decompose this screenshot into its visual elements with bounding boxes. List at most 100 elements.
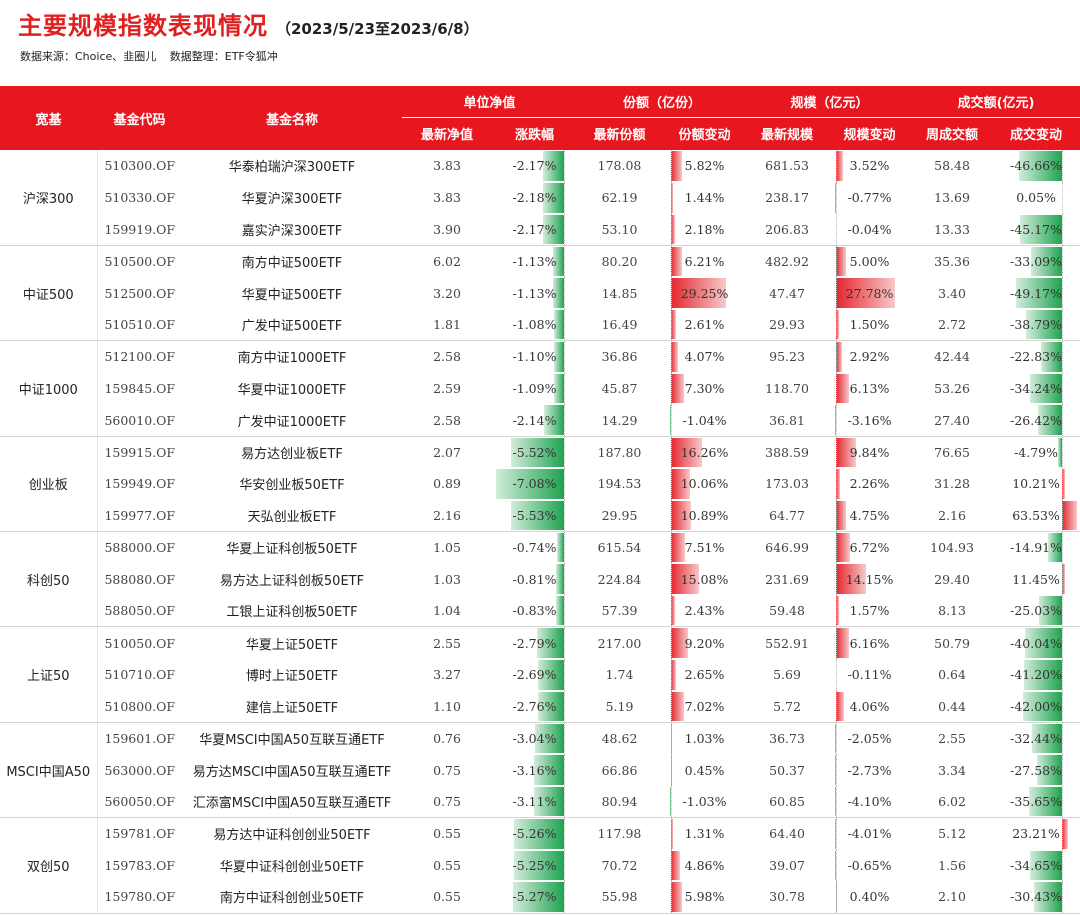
bar-axis [835,181,837,214]
scale-chg-value: -0.04% [847,221,892,237]
scale-latest: 50.37 [769,762,805,778]
negative-bar [543,214,565,244]
nav-latest: 3.90 [402,213,492,246]
bar-axis [835,563,837,596]
scale-latest: 552.91 [765,635,809,651]
negative-bar [537,628,565,658]
scale-chg-value: 6.72% [849,540,890,556]
share-chg-value: 5.98% [684,889,725,905]
nav-latest: 2.58 [402,404,492,437]
nav-latest: 0.55 [433,826,461,842]
bar-axis [564,627,566,659]
turnover-chg-cell: 11.45% [992,563,1080,596]
positive-bar [670,659,676,690]
turnover-chg-cell: -27.58% [992,754,1080,786]
negative-bar [1041,342,1063,372]
turnover-chg-value: -27.58% [1010,762,1062,778]
bar-axis [670,213,672,245]
share-chg-value: 10.06% [680,476,729,492]
share-latest: 194.53 [597,476,642,492]
turnover-chg-cell: 0.05% [992,181,1080,214]
scale-chg-cell: 3.52% [827,150,912,182]
source-note: 数据来源：Choice、韭圈儿 数据整理：ETF令狐冲 [20,48,278,64]
share-latest: 217.00 [597,635,642,651]
scale-chg-cell: -3.16% [827,404,913,437]
bar-axis [670,722,672,755]
bar-axis [670,341,672,373]
share-chg-cell: -1.04% [662,404,748,437]
nav-latest: 0.75 [433,762,461,778]
category-label: 上证50 [0,626,98,723]
share-chg-value: 6.21% [684,254,725,270]
share-latest: 1.74 [605,667,634,683]
scale-chg-cell: 4.06% [827,690,913,723]
bar-axis [835,341,837,373]
turnover-chg-value: -34.24% [1010,380,1062,396]
share-chg-value: 7.30% [684,380,725,396]
scale-chg-value: 1.50% [849,317,890,333]
bar-axis [1062,690,1064,722]
bar-axis [670,627,672,659]
turnover-week: 27.40 [912,404,993,437]
bar-axis [564,404,566,436]
scale-chg-cell: 6.16% [827,627,912,659]
bar-axis [835,595,837,626]
positive-bar [670,278,727,308]
nav-latest: 0.76 [433,730,461,746]
scale-chg-value: -0.11% [847,667,892,683]
positive-bar [670,342,679,372]
bar-axis [564,532,566,564]
fund-code: 159915.OF [104,444,176,460]
bar-axis [1062,467,1064,500]
negative-bar [513,819,565,849]
share-chg-cell: 10.89% [662,499,748,533]
bar-axis [670,277,672,309]
turnover-week: 2.16 [912,499,993,533]
bar-axis [564,341,566,373]
col-code: 基金代码 [97,86,182,150]
negative-bar [534,786,565,817]
bar-axis [835,690,837,722]
turnover-week: 58.48 [934,158,970,174]
turnover-week: 53.26 [934,380,970,396]
fund-code: 512500.OF [104,285,176,301]
turnover-week: 29.40 [934,571,970,587]
scale-chg-value: 14.15% [845,571,894,587]
scale-chg-cell: 6.72% [827,532,912,564]
bar-axis [564,754,566,786]
header-row-1: 宽基 基金代码 基金名称 单位净值 份额（亿份） 规模（亿元） 成交额(亿元) [0,86,1080,150]
scale-chg-cell: 2.92% [827,341,912,373]
bar-axis [670,754,672,786]
negative-bar [1057,437,1063,467]
table-row: MSCI中国A50 159601.OF 华夏MSCI中国A50互联互通ETF 0.76… [0,722,1080,819]
turnover-week: 2.55 [938,730,966,746]
fund-code: 159919.OF [97,213,182,246]
bar-axis [564,436,566,468]
scale-chg-value: 6.13% [849,380,890,396]
bar-axis [670,404,672,436]
fund-name: 嘉实沪深300ETF [182,213,402,246]
bar-axis [1062,499,1064,531]
fund-name: 华夏沪深300ETF [241,192,343,208]
nav-latest: 1.10 [402,690,492,723]
positive-bar [835,564,866,595]
share-chg-value: 2.18% [684,221,725,237]
negative-bar [1032,723,1063,754]
fund-code: 159977.OF [97,499,182,533]
turnover-chg-value: -32.44% [1010,730,1062,746]
turnover-week: 104.93 [930,540,974,556]
turnover-chg-value: -46.66% [1010,158,1062,174]
scale-latest: 59.48 [747,595,828,628]
negative-bar [834,405,836,435]
fund-name: 华夏中证科创创业50ETF [219,859,365,875]
fund-code: 588080.OF [104,571,176,587]
negative-bar [834,755,836,785]
nav-latest: 2.59 [433,380,461,396]
nav-chg-cell: -3.16% [492,754,577,786]
negative-bar [543,182,565,213]
turnover-chg-value: -35.65% [1010,794,1062,810]
turnover-chg-value: -4.79% [1014,444,1059,460]
bar-axis [835,881,837,913]
positive-bar [835,342,842,372]
bar-axis [1062,754,1064,786]
